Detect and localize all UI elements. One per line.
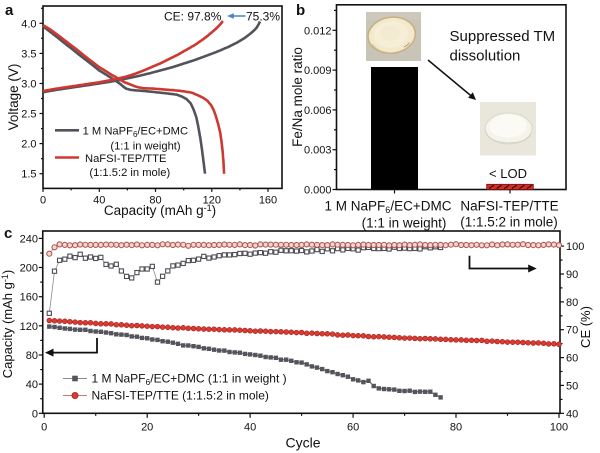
svg-text:70: 70 [566, 325, 578, 337]
svg-text:NaFSI-TEP/TTE: NaFSI-TEP/TTE [85, 153, 166, 165]
svg-text:3.0: 3.0 [21, 79, 36, 91]
svg-text:3.5: 3.5 [21, 48, 36, 60]
svg-text:Capacity (mAh g-1): Capacity (mAh g-1) [104, 203, 216, 218]
svg-text:CE (%): CE (%) [578, 306, 593, 348]
svg-text:40: 40 [566, 408, 578, 420]
svg-text:(1:1 in weight): (1:1 in weight) [362, 216, 447, 231]
svg-text:Suppressed TM: Suppressed TM [450, 28, 556, 45]
svg-text:160: 160 [20, 292, 38, 304]
svg-text:40: 40 [244, 422, 256, 434]
svg-text:NaFSI-TEP/TTE (1:1.5:2 in mole: NaFSI-TEP/TTE (1:1.5:2 in mole) [92, 389, 269, 403]
svg-text:(1:1.5:2 in mole): (1:1.5:2 in mole) [89, 167, 170, 179]
svg-text:1 M NaPF6/EC+DMC (1:1 in weigh: 1 M NaPF6/EC+DMC (1:1 in weight ) [92, 372, 287, 388]
svg-text:Cycle: Cycle [285, 435, 320, 451]
svg-text:80: 80 [149, 194, 161, 206]
svg-text:< LOD: < LOD [489, 166, 527, 181]
svg-text:100: 100 [566, 241, 584, 253]
svg-text:NaFSI-TEP/TTE: NaFSI-TEP/TTE [460, 199, 558, 214]
svg-text:0: 0 [32, 408, 38, 420]
svg-text:240: 240 [20, 233, 38, 245]
svg-text:200: 200 [20, 263, 38, 275]
svg-text:0.009: 0.009 [304, 65, 332, 77]
svg-text:CE: 97.8%: CE: 97.8% [164, 10, 222, 24]
svg-text:4.0: 4.0 [21, 18, 36, 30]
svg-text:a: a [5, 2, 14, 19]
svg-text:120: 120 [20, 321, 38, 333]
svg-text:50: 50 [566, 380, 578, 392]
svg-text:75.3%: 75.3% [246, 10, 280, 24]
svg-text:1.5: 1.5 [21, 169, 36, 181]
svg-text:100: 100 [550, 422, 568, 434]
svg-text:40: 40 [26, 379, 38, 391]
svg-text:80: 80 [450, 422, 462, 434]
svg-text:dissolution: dissolution [450, 48, 521, 65]
svg-text:160: 160 [259, 194, 277, 206]
svg-text:(1:1 in weight): (1:1 in weight) [110, 140, 181, 152]
svg-text:0.000: 0.000 [304, 185, 332, 197]
svg-text:Fe/Na mole ratio: Fe/Na mole ratio [290, 47, 305, 147]
svg-text:20: 20 [141, 422, 153, 434]
svg-text:1 M NaPF6/EC+DMC: 1 M NaPF6/EC+DMC [83, 126, 188, 139]
svg-text:Capacity (mAh g-1): Capacity (mAh g-1) [0, 270, 15, 378]
svg-text:40: 40 [93, 194, 105, 206]
svg-text:2.5: 2.5 [21, 109, 36, 121]
svg-text:c: c [4, 225, 12, 242]
svg-text:Voltage (V): Voltage (V) [6, 64, 21, 131]
svg-text:2.0: 2.0 [21, 139, 36, 151]
svg-text:(1:1.5:2 in mole): (1:1.5:2 in mole) [460, 215, 558, 230]
svg-text:60: 60 [566, 353, 578, 365]
svg-text:1 M NaPF6/EC+DMC: 1 M NaPF6/EC+DMC [325, 199, 452, 216]
svg-text:80: 80 [566, 297, 578, 309]
svg-text:0: 0 [41, 422, 47, 434]
svg-text:60: 60 [347, 422, 359, 434]
svg-text:0.012: 0.012 [304, 25, 332, 37]
svg-text:0: 0 [40, 194, 46, 206]
svg-text:120: 120 [203, 194, 221, 206]
svg-text:0.003: 0.003 [304, 145, 332, 157]
svg-text:90: 90 [566, 269, 578, 281]
svg-text:0.006: 0.006 [304, 105, 332, 117]
svg-text:80: 80 [26, 350, 38, 362]
svg-text:b: b [296, 2, 305, 19]
